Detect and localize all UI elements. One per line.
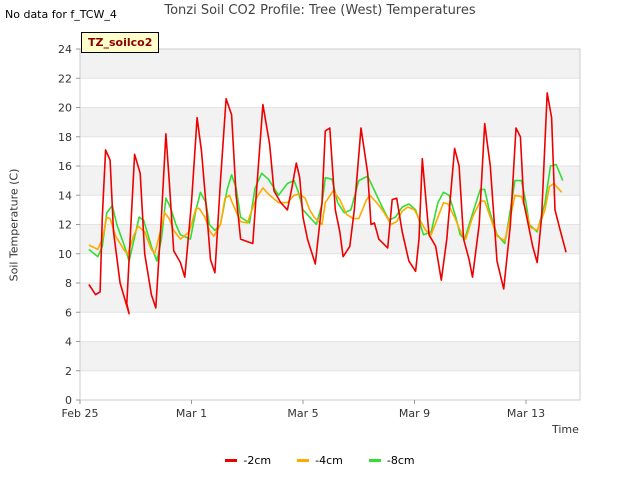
- band: [80, 341, 580, 371]
- x-axis-label: Time: [552, 423, 579, 436]
- chart-title: Tonzi Soil CO2 Profile: Tree (West) Temp…: [164, 3, 476, 18]
- legend-item-4cm[interactable]: -4cm: [297, 454, 343, 467]
- background-bands: [80, 49, 580, 371]
- series-line-2cm: [88, 92, 567, 315]
- y-tick-label: 20: [58, 102, 72, 115]
- series-lines: [88, 92, 567, 315]
- y-tick-label: 0: [65, 394, 72, 407]
- band: [80, 49, 580, 79]
- legend-swatch-4cm: [297, 459, 310, 462]
- series-line-4cm: [88, 182, 563, 255]
- y-tick-label: 8: [65, 277, 72, 290]
- y-tick-label: 2: [65, 365, 72, 378]
- legend: -2cm -4cm -8cm: [0, 454, 640, 467]
- legend-item-8cm[interactable]: -8cm: [368, 454, 415, 467]
- site-label-box: TZ_soilco2: [81, 32, 160, 53]
- y-tick-label: 22: [58, 72, 72, 85]
- y-tick-label: 6: [65, 306, 72, 319]
- x-tick-label: Feb 25: [62, 407, 99, 420]
- x-tick-label: Mar 13: [507, 407, 545, 420]
- x-tick-label: Mar 5: [287, 407, 318, 420]
- x-tick-label: Mar 1: [176, 407, 207, 420]
- x-ticks: Feb 25 Mar 1 Mar 5 Mar 9 Mar 13: [62, 400, 545, 420]
- y-tick-label: 24: [58, 43, 72, 56]
- series-line-8cm: [88, 163, 564, 262]
- y-tick-label: 16: [58, 160, 72, 173]
- y-tick-label: 10: [58, 248, 72, 261]
- y-tick-label: 18: [58, 131, 72, 144]
- legend-swatch-2cm: [225, 459, 238, 462]
- legend-label-4cm: -4cm: [315, 454, 343, 467]
- legend-label-2cm: -2cm: [243, 454, 272, 467]
- y-tick-label: 14: [58, 189, 72, 202]
- legend-item-2cm[interactable]: -2cm: [225, 454, 271, 467]
- no-data-notice: No data for f_TCW_4: [5, 8, 117, 21]
- legend-swatch-8cm: [368, 459, 381, 462]
- y-tick-label: 4: [65, 336, 72, 349]
- band: [80, 283, 580, 313]
- x-tick-label: Mar 9: [399, 407, 430, 420]
- y-tick-label: 12: [58, 219, 72, 232]
- legend-label-8cm: -8cm: [386, 454, 415, 467]
- band: [80, 166, 580, 196]
